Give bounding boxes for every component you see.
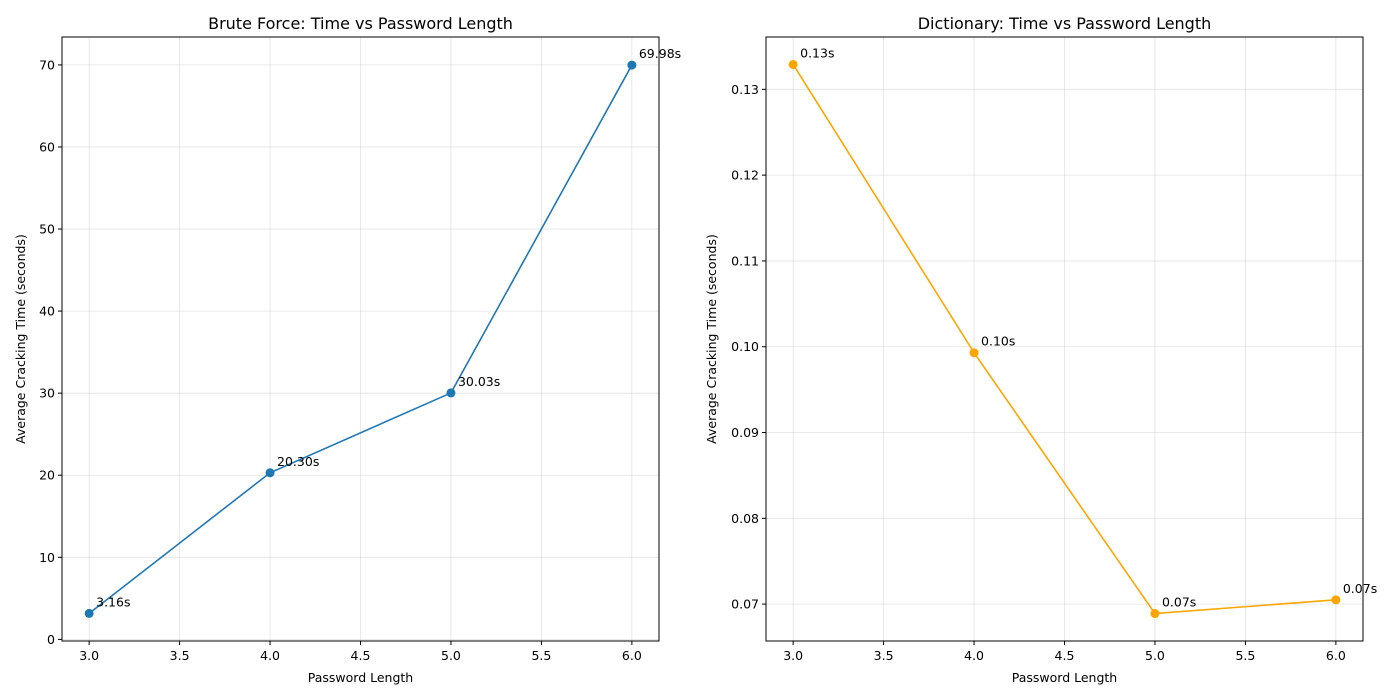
x-tick-label: 4.5 (1055, 648, 1075, 663)
brute-force-chart: Brute Force: Time vs Password Length Pas… (13, 14, 681, 685)
data-point (1331, 595, 1341, 605)
y-tick-label: 40 (39, 304, 55, 319)
y-tick-label: 0.09 (731, 425, 759, 440)
x-axis-label: Password Length (308, 670, 413, 685)
y-axis-label: Average Cracking Time (seconds) (13, 234, 28, 444)
y-tick-label: 30 (39, 386, 55, 401)
data-point (265, 468, 275, 478)
x-axis-label: Password Length (1012, 670, 1117, 685)
data-label: 0.13s (800, 45, 834, 60)
x-tick-label: 3.0 (783, 648, 803, 663)
x-tick-label: 5.0 (1145, 648, 1165, 663)
y-tick-label: 20 (39, 468, 55, 483)
x-tick-label: 5.5 (1235, 648, 1255, 663)
x-tick-label: 5.0 (441, 648, 461, 663)
y-tick-label: 0 (47, 632, 55, 647)
series-line (88, 64, 633, 615)
x-tick-label: 4.0 (964, 648, 984, 663)
x-tick-label: 3.0 (79, 648, 99, 663)
series-line (792, 64, 1336, 615)
y-tick-label: 10 (39, 550, 55, 565)
x-tick-label: 6.0 (1326, 648, 1346, 663)
x-tick-label: 4.0 (260, 648, 280, 663)
data-label: 0.07s (1162, 595, 1196, 610)
chart-title: Brute Force: Time vs Password Length (208, 14, 513, 33)
x-tick-label: 5.5 (531, 648, 551, 663)
chart-title: Dictionary: Time vs Password Length (918, 14, 1212, 33)
data-label: 20.30s (277, 454, 319, 469)
x-tick-label: 6.0 (622, 648, 642, 663)
data-point (84, 608, 94, 618)
x-tick-label: 3.5 (170, 648, 190, 663)
y-tick-label: 0.07 (731, 597, 759, 612)
data-label: 0.07s (1343, 581, 1377, 596)
data-label: 0.10s (981, 334, 1015, 349)
x-tick-label: 3.5 (874, 648, 894, 663)
dictionary-chart: Dictionary: Time vs Password Length Pass… (704, 14, 1377, 685)
y-tick-label: 50 (39, 222, 55, 237)
y-tick-label: 60 (39, 139, 55, 154)
data-label: 3.16s (96, 594, 130, 609)
data-label: 30.03s (458, 374, 500, 389)
y-tick-label: 0.08 (731, 511, 759, 526)
y-tick-label: 0.12 (731, 168, 759, 183)
y-tick-label: 70 (39, 57, 55, 72)
y-axis-label: Average Cracking Time (seconds) (704, 234, 719, 444)
y-tick-label: 0.13 (731, 82, 759, 97)
data-point (969, 348, 979, 358)
data-label: 69.98s (639, 46, 681, 61)
y-tick-label: 0.11 (731, 253, 759, 268)
data-point (1150, 609, 1160, 619)
x-tick-label: 4.5 (351, 648, 371, 663)
y-tick-label: 0.10 (731, 339, 759, 354)
data-point (446, 388, 456, 398)
data-point (788, 59, 798, 69)
data-point (627, 60, 637, 70)
